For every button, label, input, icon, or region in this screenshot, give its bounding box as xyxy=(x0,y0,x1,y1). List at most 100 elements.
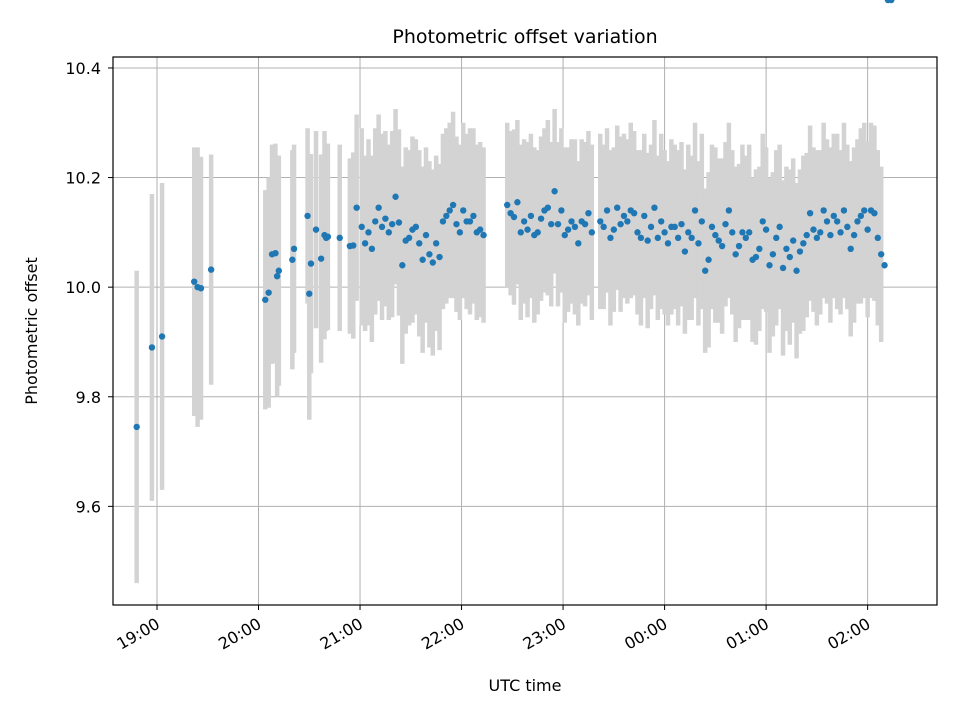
data-point xyxy=(678,220,685,228)
y-tick-label: 10.2 xyxy=(65,169,101,188)
data-point xyxy=(382,215,389,222)
data-point xyxy=(712,231,719,239)
data-point xyxy=(527,212,535,220)
data-point xyxy=(272,249,279,257)
data-point xyxy=(722,220,729,228)
data-point xyxy=(847,245,854,252)
data-point xyxy=(810,226,817,233)
data-point xyxy=(877,251,885,258)
data-point xyxy=(674,234,682,242)
data-point xyxy=(786,253,793,261)
data-point xyxy=(701,267,709,274)
data-point xyxy=(783,245,790,252)
data-point xyxy=(874,234,881,242)
y-tick-label: 10.0 xyxy=(65,278,101,297)
data-point xyxy=(715,237,722,244)
data-point xyxy=(581,220,589,228)
data-point xyxy=(630,209,638,217)
data-point xyxy=(698,218,706,225)
data-point xyxy=(685,229,692,236)
data-point xyxy=(620,212,628,220)
data-point xyxy=(558,207,565,214)
data-point xyxy=(654,234,662,242)
data-points xyxy=(133,0,895,431)
data-point xyxy=(695,240,702,247)
data-point xyxy=(350,242,357,249)
data-point xyxy=(773,234,780,242)
data-point xyxy=(806,209,814,217)
data-point xyxy=(691,207,699,214)
data-point xyxy=(597,218,604,225)
data-point xyxy=(544,204,552,211)
data-point xyxy=(607,234,614,242)
data-point xyxy=(735,242,743,250)
data-point xyxy=(837,229,844,236)
data-point xyxy=(658,218,665,225)
data-point xyxy=(554,220,562,228)
data-point xyxy=(708,223,716,231)
data-point xyxy=(603,207,611,214)
data-point xyxy=(470,212,477,220)
data-point xyxy=(395,219,403,226)
data-point xyxy=(732,251,739,258)
data-point xyxy=(432,240,440,247)
data-point xyxy=(769,251,777,258)
data-point xyxy=(520,218,528,225)
data-point xyxy=(817,229,824,236)
data-point xyxy=(739,229,746,236)
data-point xyxy=(443,212,450,220)
data-point xyxy=(368,245,376,252)
data-point xyxy=(548,220,555,228)
data-point xyxy=(830,212,837,220)
data-point xyxy=(871,209,878,217)
data-point xyxy=(510,213,518,221)
y-tick-label: 9.8 xyxy=(76,388,101,407)
data-point xyxy=(624,218,631,225)
data-point xyxy=(637,234,645,242)
data-point xyxy=(158,333,166,340)
data-point xyxy=(762,226,770,233)
data-point xyxy=(290,245,298,252)
data-point xyxy=(412,223,420,231)
data-point xyxy=(197,285,205,292)
data-point xyxy=(854,218,861,225)
data-point xyxy=(813,234,821,242)
data-point xyxy=(641,212,648,220)
data-point xyxy=(306,290,313,297)
data-point xyxy=(647,223,655,231)
data-point xyxy=(600,223,607,231)
data-point xyxy=(729,229,736,236)
data-point xyxy=(614,204,621,211)
data-point xyxy=(610,226,618,233)
data-point xyxy=(476,226,484,233)
chart-title: Photometric offset variation xyxy=(392,26,657,48)
data-point xyxy=(742,234,750,242)
data-point xyxy=(317,255,325,262)
y-tick-label: 9.6 xyxy=(76,497,101,516)
data-point xyxy=(888,0,895,4)
data-point xyxy=(850,231,858,239)
data-point xyxy=(644,237,651,244)
data-point xyxy=(803,231,810,239)
data-point xyxy=(273,273,281,280)
data-point xyxy=(429,259,436,266)
plot-frame xyxy=(112,56,938,606)
data-point xyxy=(275,267,283,274)
data-point xyxy=(207,266,215,273)
data-point xyxy=(881,262,888,269)
data-point xyxy=(312,226,320,233)
data-point xyxy=(361,240,369,247)
data-point xyxy=(779,264,787,272)
data-point xyxy=(857,212,865,220)
data-point xyxy=(133,423,140,431)
data-point xyxy=(718,242,726,250)
data-point xyxy=(453,220,460,228)
data-point xyxy=(776,223,783,231)
data-point xyxy=(571,223,579,231)
data-point xyxy=(800,240,807,247)
data-point xyxy=(823,218,831,225)
data-point xyxy=(372,218,379,225)
data-point xyxy=(449,201,457,209)
